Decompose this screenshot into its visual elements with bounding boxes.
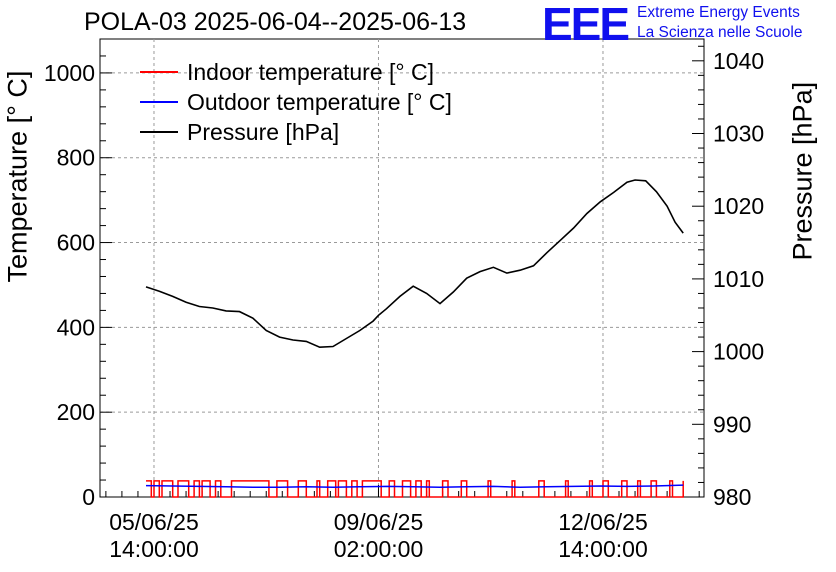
outdoor-temperature-line bbox=[145, 484, 684, 488]
legend-entry-outdoor: Outdoor temperature [° C] bbox=[140, 87, 452, 117]
indoor-temperature-line bbox=[146, 480, 684, 498]
pressure-line bbox=[145, 179, 684, 349]
legend-label-outdoor: Outdoor temperature [° C] bbox=[187, 88, 452, 115]
y-tick-label-right: 990 bbox=[713, 411, 751, 437]
legend-entry-indoor: Indoor temperature [° C] bbox=[140, 57, 434, 87]
eee-logo: EEE bbox=[542, 0, 630, 50]
y-tick-label-left: 0 bbox=[82, 484, 95, 510]
logo-line-2: La Scienza nelle Scuole bbox=[637, 24, 803, 41]
legend-swatch-outdoor bbox=[140, 101, 178, 103]
legend-label-indoor: Indoor temperature [° C] bbox=[187, 58, 434, 85]
chart-title: POLA-03 2025-06-04--2025-06-13 bbox=[84, 8, 467, 36]
y-tick-label-right: 1040 bbox=[713, 48, 764, 74]
x-tick-label-date: 05/06/25 bbox=[109, 509, 199, 535]
series bbox=[145, 179, 684, 498]
y-axis-label-right: Pressure [hPa] bbox=[787, 81, 818, 261]
x-tick-label-date: 12/06/25 bbox=[558, 509, 648, 535]
logo-line-1: Extreme Energy Events bbox=[637, 4, 800, 21]
y-tick-label-left: 1000 bbox=[44, 60, 95, 86]
x-tick-label-time: 14:00:00 bbox=[558, 536, 648, 562]
legend-swatch-pressure bbox=[140, 131, 178, 133]
y-tick-label-left: 400 bbox=[57, 314, 95, 340]
y-tick-label-right: 1000 bbox=[713, 339, 764, 365]
y-tick-label-left: 200 bbox=[57, 399, 95, 425]
y-axis-label-left: Temperature [° C] bbox=[2, 70, 33, 283]
grid bbox=[100, 39, 704, 497]
y-tick-label-left: 800 bbox=[57, 145, 95, 171]
y-tick-label-right: 980 bbox=[713, 484, 751, 510]
legend-entry-pressure: Pressure [hPa] bbox=[140, 117, 339, 147]
y-tick-label-left: 600 bbox=[57, 230, 95, 256]
y-tick-label-right: 1010 bbox=[713, 266, 764, 292]
legend-label-pressure: Pressure [hPa] bbox=[187, 118, 340, 145]
y-tick-label-right: 1020 bbox=[713, 193, 764, 219]
x-tick-label-time: 14:00:00 bbox=[109, 536, 199, 562]
y-tick-label-right: 1030 bbox=[713, 121, 764, 147]
legend-swatch-indoor bbox=[140, 71, 178, 73]
x-tick-label-date: 09/06/25 bbox=[334, 509, 424, 535]
x-tick-label-time: 02:00:00 bbox=[334, 536, 424, 562]
